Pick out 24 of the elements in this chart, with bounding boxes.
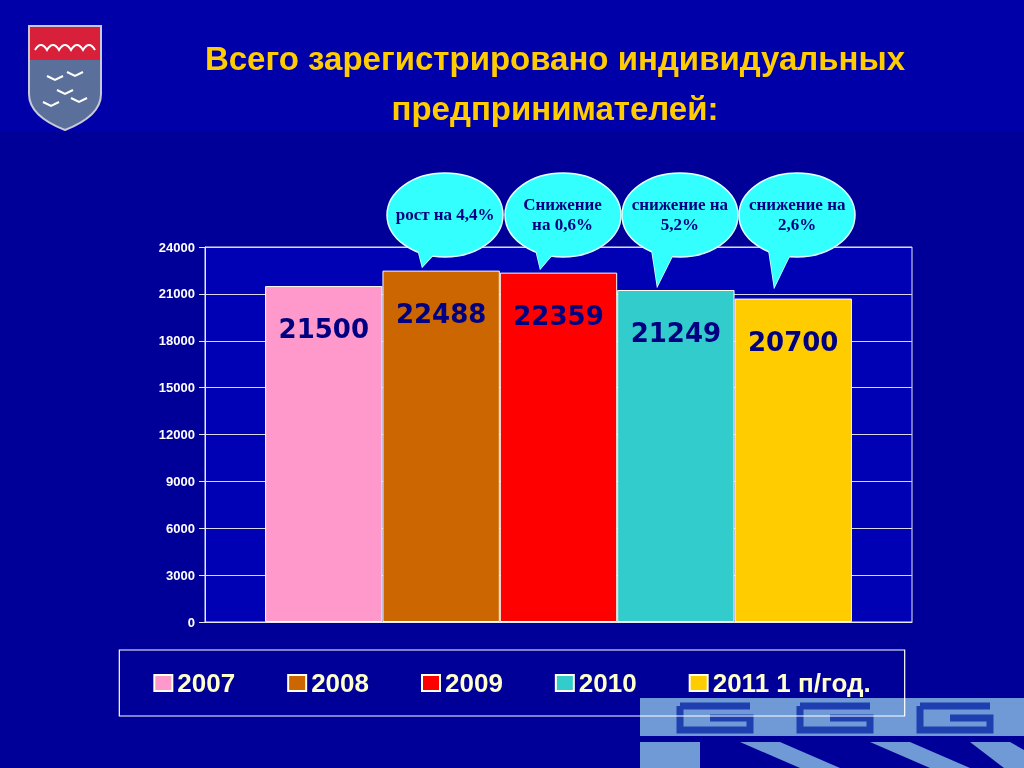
legend-label: 2007 bbox=[177, 668, 236, 698]
text: рост на 4,4% bbox=[395, 205, 496, 225]
y-tick-label: 6000 bbox=[166, 520, 195, 536]
y-tick-label: 0 bbox=[187, 614, 195, 630]
legend-label: 2008 bbox=[311, 668, 370, 698]
text: снижение на 5,2% bbox=[630, 195, 730, 235]
chart-title: Всего зарегистрировано индивидуальных предпринимателей: bbox=[203, 39, 907, 129]
data-label: 21500 bbox=[278, 314, 370, 345]
y-tick-label: 3000 bbox=[166, 567, 195, 583]
legend-label: 2011 1 п/год. bbox=[712, 668, 871, 698]
data-label: 20700 bbox=[747, 326, 839, 357]
y-tick-label: 15000 bbox=[158, 380, 195, 396]
y-tick-label: 12000 bbox=[158, 427, 195, 442]
y-tick-label: 21000 bbox=[158, 286, 195, 302]
legend-label: 2010 bbox=[578, 668, 637, 698]
y-tick-label: 24000 bbox=[158, 239, 195, 255]
y-tick-label: 9000 bbox=[166, 473, 195, 489]
data-label: 22488 bbox=[395, 298, 487, 329]
text: снижение на 2,6% bbox=[748, 195, 847, 235]
text: Снижение на 0,6% bbox=[522, 195, 603, 235]
y-tick-label: 18000 bbox=[158, 333, 195, 349]
legend-label: 2009 bbox=[445, 668, 503, 698]
data-label: 22359 bbox=[513, 300, 604, 331]
data-label: 21249 bbox=[630, 317, 722, 348]
